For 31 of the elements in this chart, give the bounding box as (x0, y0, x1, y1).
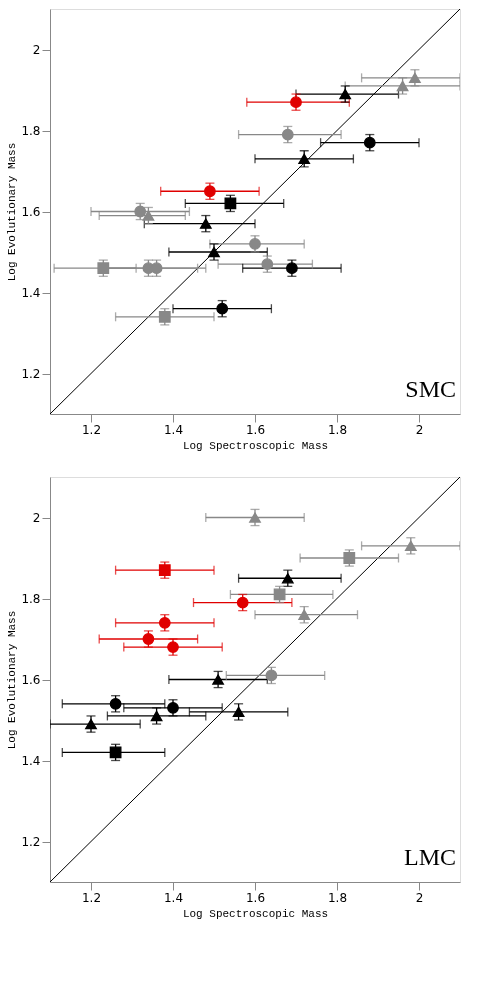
x-tick-label: 1.4 (163, 422, 184, 437)
y-tick-label: 1.2 (21, 367, 41, 381)
y-tick-label: 1.6 (21, 673, 41, 687)
x-axis-title: Log Spectroscopic Mass (182, 439, 329, 452)
x-tick-label: 1.6 (245, 422, 266, 437)
y-axis-title: Log Evolutionary Mass (6, 142, 19, 282)
x-tick-label: 1.8 (327, 422, 348, 437)
x-tick-label: 2 (415, 890, 424, 905)
y-tick-label: 1.4 (21, 286, 41, 300)
x-tick-label: 1.2 (81, 422, 102, 437)
annotation: SMC (405, 376, 456, 402)
y-tick-label: 1.8 (21, 592, 41, 606)
point (281, 573, 294, 584)
point (298, 609, 311, 620)
annotation: LMC (403, 844, 456, 870)
x-tick-label: 1.6 (245, 890, 266, 905)
y-axis-title: Log Evolutionary Mass (6, 610, 19, 750)
x-tick-label: 2 (415, 422, 424, 437)
point (212, 674, 224, 685)
x-tick-label: 1.4 (163, 890, 184, 905)
point (199, 218, 212, 229)
y-tick-label: 1.4 (21, 754, 41, 768)
point (249, 512, 261, 523)
y-tick-label: 2 (32, 511, 41, 525)
y-tick-label: 1.6 (21, 205, 41, 219)
x-tick-label: 1.2 (81, 890, 102, 905)
x-axis-title: Log Spectroscopic Mass (182, 907, 329, 920)
y-tick-label: 2 (32, 43, 41, 57)
x-tick-label: 1.8 (327, 890, 348, 905)
y-tick-label: 1.2 (21, 835, 41, 849)
y-tick-label: 1.8 (21, 124, 41, 138)
